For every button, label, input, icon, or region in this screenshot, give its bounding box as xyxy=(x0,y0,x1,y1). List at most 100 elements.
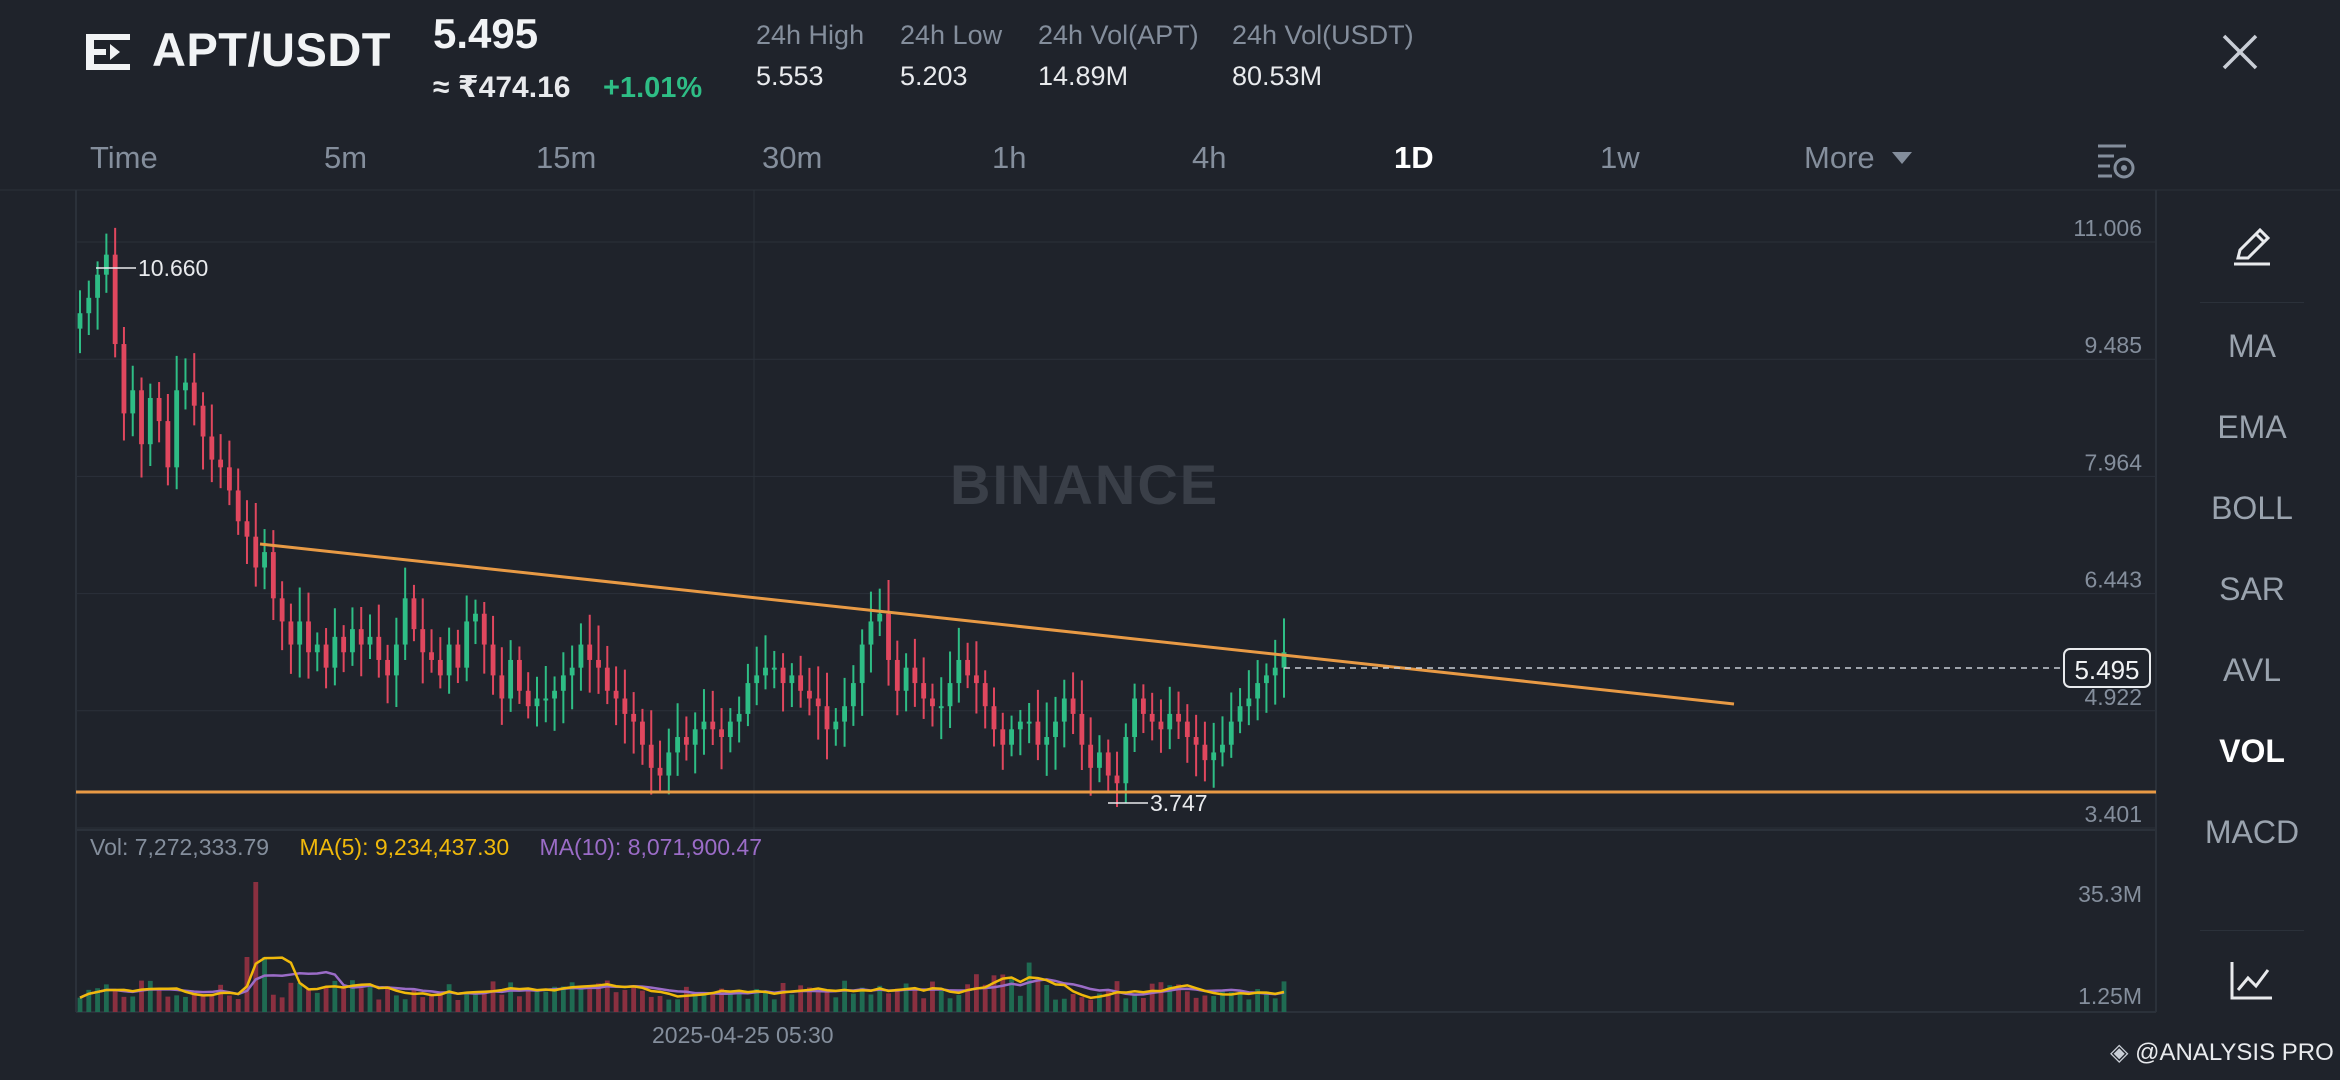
volume-bar xyxy=(763,991,768,1012)
candle-body xyxy=(1149,713,1155,722)
indicator-boll[interactable]: BOLL xyxy=(2211,490,2293,526)
menu-icon[interactable] xyxy=(86,30,132,76)
stat-24h-low: 24h Low 5.203 xyxy=(900,20,1002,92)
volume-bar xyxy=(622,989,628,1012)
current-price-tag: 5.495 xyxy=(2063,648,2151,688)
stat-label: 24h Vol(USDT) xyxy=(1232,20,1414,50)
tab-1d[interactable]: 1D xyxy=(1394,140,1434,175)
indicator-vol[interactable]: VOL xyxy=(2219,733,2285,769)
candle-body xyxy=(1070,698,1076,714)
candle-body xyxy=(736,713,742,722)
tab-more[interactable]: More xyxy=(1804,140,1875,175)
chevron-down-icon[interactable] xyxy=(1892,152,1912,164)
volume-bar xyxy=(376,999,382,1012)
candle-body xyxy=(183,382,188,391)
candle-body xyxy=(807,690,812,699)
pair-title[interactable]: APT/USDT xyxy=(152,23,391,76)
chart-settings-icon[interactable] xyxy=(2096,140,2136,180)
candle-body xyxy=(973,675,979,684)
candle-body xyxy=(1132,698,1138,738)
indicator-sar[interactable]: SAR xyxy=(2219,571,2285,607)
volume-bar xyxy=(912,989,918,1012)
stat-label: 24h High xyxy=(756,20,865,50)
candle-body xyxy=(1123,737,1129,784)
volume-bar xyxy=(798,985,804,1012)
rail-divider xyxy=(2200,930,2304,931)
candle-body xyxy=(385,659,391,676)
volume-bar xyxy=(1079,997,1085,1012)
candle-body xyxy=(1246,698,1252,707)
volume-bar xyxy=(631,985,637,1012)
last-price: 5.495 xyxy=(433,10,539,57)
candle-body xyxy=(877,613,883,622)
volume-bar xyxy=(270,994,276,1012)
candle-body xyxy=(675,737,681,753)
volume-bar xyxy=(1000,974,1006,1012)
indicator-macd[interactable]: MACD xyxy=(2204,814,2300,850)
candle-body xyxy=(508,659,514,699)
candle-body xyxy=(130,390,136,414)
vol-ma10: MA(10): 8,071,900.47 xyxy=(539,834,763,860)
pencil-icon[interactable] xyxy=(2230,224,2274,268)
candle-body xyxy=(1167,713,1173,730)
candle-body xyxy=(587,644,593,660)
volume-bar xyxy=(894,988,900,1012)
candle-body xyxy=(719,729,724,738)
tab-4h[interactable]: 4h xyxy=(1192,140,1227,175)
line-chart-icon[interactable] xyxy=(2230,958,2274,1002)
price-axis-label: 9.485 xyxy=(2084,332,2142,358)
tab-5m[interactable]: 5m xyxy=(324,140,368,175)
candle-body xyxy=(1272,667,1278,676)
volume-bar xyxy=(789,994,795,1012)
volume-bar xyxy=(473,991,478,1012)
volume-bar xyxy=(613,992,619,1012)
candle-body xyxy=(1035,721,1041,745)
volume-bar xyxy=(209,995,215,1012)
volume-bar xyxy=(719,988,724,1012)
volume-bar xyxy=(1061,998,1067,1012)
volume-ma10-line xyxy=(79,970,1285,999)
indicator-ma[interactable]: MA xyxy=(2228,328,2276,364)
volume-bar xyxy=(262,957,267,1012)
volume-axis-label: 35.3M xyxy=(2078,881,2142,907)
close-icon[interactable] xyxy=(2218,30,2262,74)
volume-bar xyxy=(903,983,909,1012)
volume-bar xyxy=(429,994,434,1012)
candle-body xyxy=(200,405,206,437)
candle-body xyxy=(824,706,830,730)
indicator-ema[interactable]: EMA xyxy=(2217,409,2287,445)
volume-bar xyxy=(103,984,109,1012)
volume-bar xyxy=(886,993,891,1012)
volume-bar xyxy=(604,980,610,1012)
tab-1w[interactable]: 1w xyxy=(1600,140,1640,175)
candle-body xyxy=(226,467,232,491)
candle-body xyxy=(139,390,144,445)
candle-body xyxy=(1140,698,1146,714)
tab-1h[interactable]: 1h xyxy=(992,140,1027,175)
candle-body xyxy=(1026,721,1032,724)
tab-30m[interactable]: 30m xyxy=(762,140,823,175)
volume-bar xyxy=(824,991,830,1012)
tab-time[interactable]: Time xyxy=(90,140,158,175)
indicator-avl[interactable]: AVL xyxy=(2222,652,2282,688)
candle-body xyxy=(358,629,364,645)
candle-body xyxy=(886,613,891,660)
vol-value: Vol: 7,272,333.79 xyxy=(90,834,270,860)
volume-bar xyxy=(156,988,162,1012)
tab-15m[interactable]: 15m xyxy=(536,140,597,175)
candle-body xyxy=(991,706,997,730)
candle-body xyxy=(947,683,953,707)
candle-body xyxy=(306,621,311,653)
candle-body xyxy=(692,729,698,745)
volume-ma5-line xyxy=(79,956,1285,1000)
candle-body xyxy=(253,536,259,568)
volume-bar xyxy=(754,988,760,1012)
candle-body xyxy=(1079,713,1085,745)
candle-body xyxy=(437,659,443,676)
candle-body xyxy=(833,721,839,730)
volume-bar xyxy=(350,980,355,1012)
candle-body xyxy=(552,690,557,699)
candle-body xyxy=(1228,721,1234,745)
volume-bar xyxy=(657,995,663,1012)
